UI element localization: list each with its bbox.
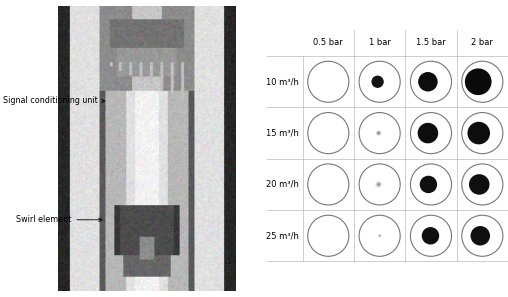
Circle shape xyxy=(376,182,381,187)
Circle shape xyxy=(359,113,400,154)
Circle shape xyxy=(462,215,503,256)
Circle shape xyxy=(462,61,503,102)
Circle shape xyxy=(376,182,380,187)
Circle shape xyxy=(465,68,492,95)
Text: 25 m³/h: 25 m³/h xyxy=(266,231,299,240)
Circle shape xyxy=(462,164,503,205)
Circle shape xyxy=(375,181,382,188)
Circle shape xyxy=(359,215,400,256)
Text: 1.5 bar: 1.5 bar xyxy=(416,38,446,47)
Circle shape xyxy=(377,132,380,135)
Text: 2 bar: 2 bar xyxy=(471,38,493,47)
Text: Swirl element: Swirl element xyxy=(16,215,102,224)
Circle shape xyxy=(375,181,383,188)
Text: Signal conditioning unit: Signal conditioning unit xyxy=(3,97,105,105)
Circle shape xyxy=(378,184,379,185)
Circle shape xyxy=(375,181,382,187)
Circle shape xyxy=(378,132,379,134)
Circle shape xyxy=(308,164,349,205)
Circle shape xyxy=(371,76,384,88)
Circle shape xyxy=(359,61,400,102)
Circle shape xyxy=(410,164,452,205)
Circle shape xyxy=(379,235,380,237)
Circle shape xyxy=(376,131,381,135)
Circle shape xyxy=(378,235,381,237)
Circle shape xyxy=(410,61,452,102)
Circle shape xyxy=(359,164,400,205)
Circle shape xyxy=(467,122,490,144)
Circle shape xyxy=(379,235,380,236)
Circle shape xyxy=(375,181,383,188)
Circle shape xyxy=(377,132,379,134)
Circle shape xyxy=(379,235,380,236)
Circle shape xyxy=(378,234,381,237)
Circle shape xyxy=(379,235,380,236)
Circle shape xyxy=(379,235,380,236)
Circle shape xyxy=(377,183,380,186)
Circle shape xyxy=(377,131,380,135)
Circle shape xyxy=(422,227,439,244)
Circle shape xyxy=(462,113,503,154)
Circle shape xyxy=(376,131,381,136)
Circle shape xyxy=(378,234,381,237)
Text: 20 m³/h: 20 m³/h xyxy=(266,180,299,189)
Circle shape xyxy=(418,72,438,91)
Circle shape xyxy=(379,235,380,237)
Circle shape xyxy=(379,235,380,236)
Text: 10 m³/h: 10 m³/h xyxy=(266,77,299,86)
Text: 1 bar: 1 bar xyxy=(369,38,391,47)
Circle shape xyxy=(308,113,349,154)
Text: 0.5 bar: 0.5 bar xyxy=(313,38,343,47)
Circle shape xyxy=(375,130,382,136)
Text: 15 m³/h: 15 m³/h xyxy=(266,129,299,138)
Circle shape xyxy=(378,132,379,134)
Circle shape xyxy=(376,131,380,135)
Circle shape xyxy=(376,130,382,136)
Circle shape xyxy=(410,113,452,154)
Circle shape xyxy=(378,235,381,237)
Circle shape xyxy=(376,131,381,135)
Circle shape xyxy=(377,132,380,135)
Circle shape xyxy=(308,215,349,256)
Circle shape xyxy=(378,132,379,134)
Circle shape xyxy=(377,183,380,186)
Circle shape xyxy=(376,181,382,187)
Circle shape xyxy=(469,174,490,195)
Circle shape xyxy=(377,184,379,185)
Circle shape xyxy=(377,132,380,134)
Circle shape xyxy=(418,123,438,143)
Circle shape xyxy=(378,235,380,237)
Circle shape xyxy=(378,234,381,237)
Circle shape xyxy=(375,130,382,137)
Circle shape xyxy=(378,235,380,237)
Circle shape xyxy=(378,184,379,185)
Circle shape xyxy=(375,130,382,136)
Circle shape xyxy=(375,181,382,188)
Circle shape xyxy=(420,176,437,193)
Circle shape xyxy=(410,215,452,256)
Circle shape xyxy=(470,226,490,246)
Circle shape xyxy=(377,183,380,186)
Circle shape xyxy=(376,130,382,136)
Circle shape xyxy=(376,182,382,187)
Circle shape xyxy=(308,61,349,102)
Circle shape xyxy=(378,184,379,185)
Circle shape xyxy=(377,183,380,186)
Circle shape xyxy=(376,182,381,187)
